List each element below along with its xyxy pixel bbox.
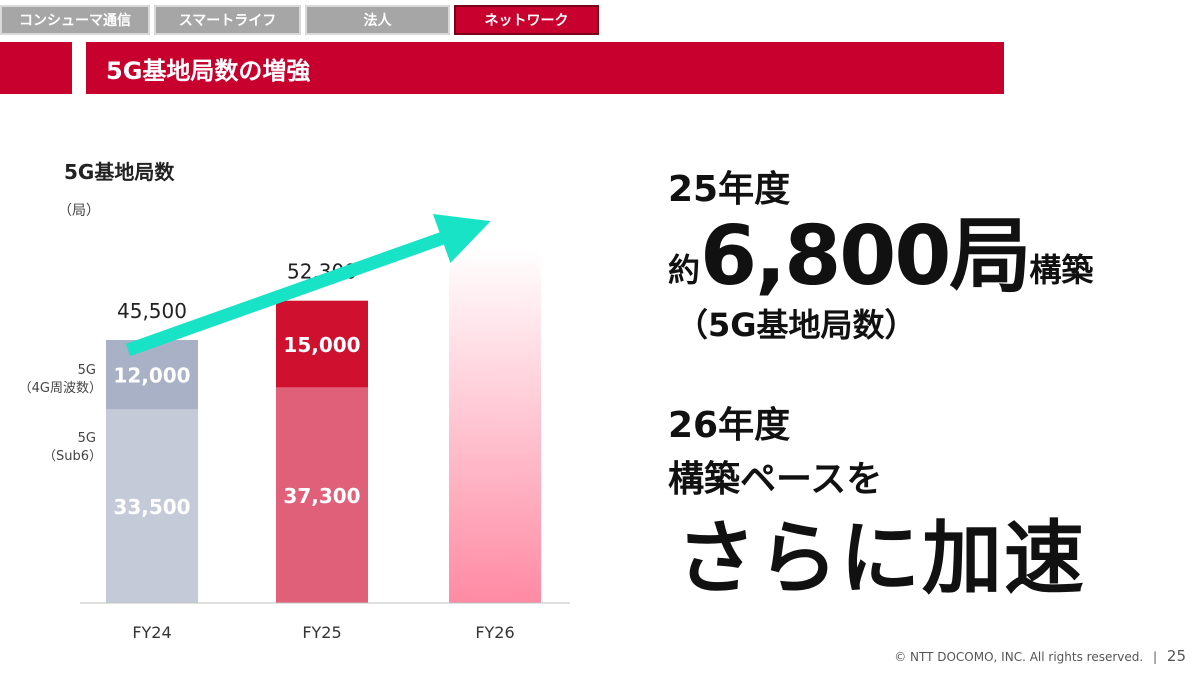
bar-4g-fy24 — [106, 340, 198, 410]
tab-smartlife[interactable]: スマートライフ — [154, 5, 301, 35]
footer-separator: | — [1153, 650, 1158, 664]
bar-fy26 — [449, 248, 541, 603]
x-tick-label-fy24: FY24 — [132, 623, 171, 642]
base-station-chart: 33,50012,00045,500FY2437,30015,00052,300… — [19, 214, 570, 642]
total-label-fy24: 45,500 — [117, 299, 187, 323]
chart-title: 5G基地局数 — [64, 160, 175, 184]
accelerate-text: さらに加速 — [676, 512, 1086, 605]
build-suffix: 構築 — [1029, 251, 1094, 289]
pace-line: 構築ペースを — [668, 459, 883, 500]
page-title: 5G基地局数の増強 — [106, 56, 311, 85]
bar-4g-fy25 — [276, 300, 368, 388]
value-label-4g-fy25: 15,000 — [283, 333, 360, 357]
fy26-heading: 26年度 — [668, 405, 791, 446]
value-label-sub6-fy25: 37,300 — [283, 484, 360, 508]
bar-sub6-fy25 — [276, 387, 368, 603]
legend-4g-line1: 5G — [78, 363, 96, 378]
page-title-banner: 5G基地局数の増強 — [86, 42, 1004, 94]
legend-sub6-line2: （Sub6） — [43, 449, 102, 464]
fy25-heading: 25年度 — [668, 169, 791, 210]
fy25-target: 約 6,800局 構築 — [668, 210, 1093, 300]
legend-sub6-line1: 5G — [78, 431, 96, 446]
bar-sub6-fy24 — [106, 409, 198, 603]
page-number: 25 — [1166, 647, 1186, 665]
fy25-note: （5G基地局数） — [676, 306, 917, 344]
chart-unit: （局） — [58, 203, 100, 219]
value-label-4g-fy24: 12,000 — [113, 364, 190, 388]
tab-network[interactable]: ネットワーク — [454, 5, 599, 35]
copyright: © NTT DOCOMO, INC. All rights reserved. — [894, 650, 1144, 664]
target-number: 6,800局 — [700, 209, 1031, 304]
tab-corporate[interactable]: 法人 — [305, 5, 450, 35]
footer: © NTT DOCOMO, INC. All rights reserved. … — [894, 647, 1186, 665]
tab-consumer[interactable]: コンシューマ通信 — [0, 5, 150, 35]
x-tick-label-fy26: FY26 — [475, 623, 514, 642]
x-tick-label-fy25: FY25 — [302, 623, 341, 642]
trend-arrow — [125, 214, 491, 357]
approx-prefix: 約 — [668, 251, 701, 289]
legend-4g-line2: （4G周波数） — [19, 381, 102, 396]
value-label-sub6-fy24: 33,500 — [113, 495, 190, 519]
banner-accent — [0, 42, 72, 94]
